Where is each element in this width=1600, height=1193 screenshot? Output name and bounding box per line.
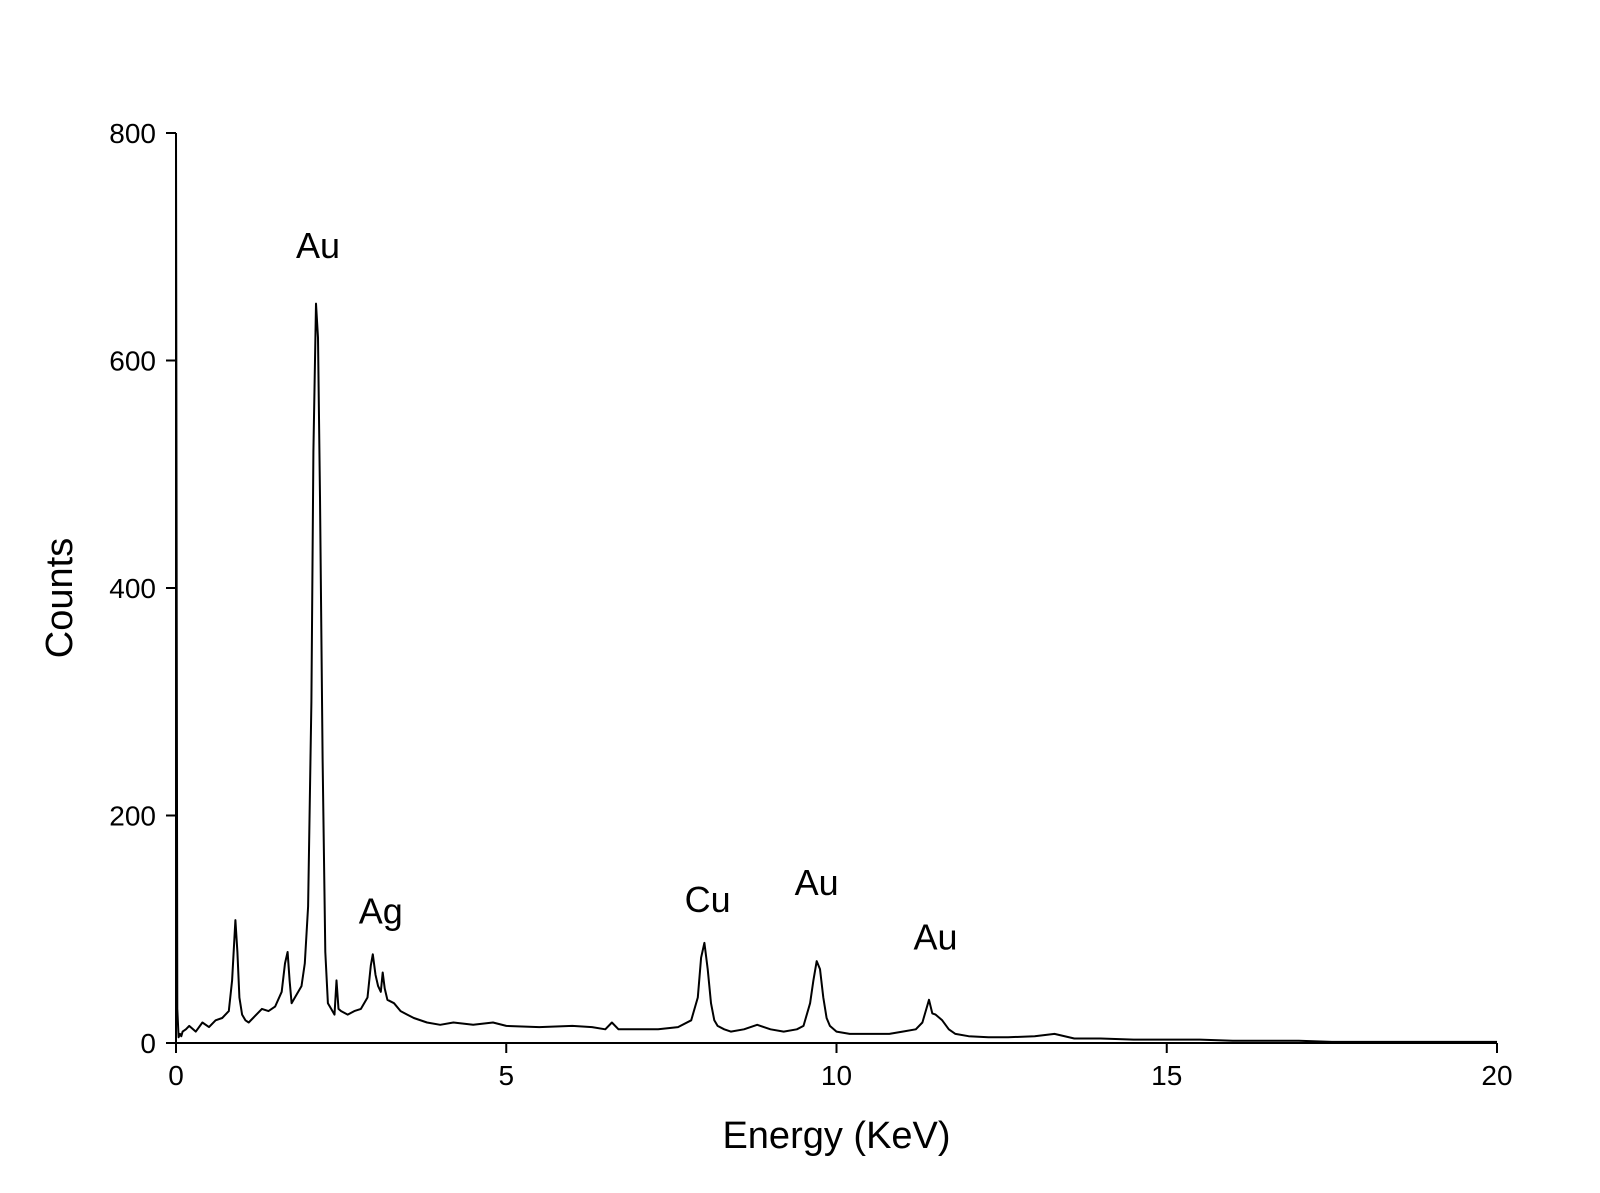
x-tick-label: 10 <box>821 1060 852 1091</box>
x-axis-title: Energy (KeV) <box>722 1115 950 1157</box>
y-tick-label: 600 <box>109 346 156 377</box>
peak-label: Au <box>914 917 958 958</box>
x-tick-label: 5 <box>498 1060 514 1091</box>
x-tick-label: 15 <box>1151 1060 1182 1091</box>
y-tick-label: 800 <box>109 118 156 149</box>
x-axis-ticks: 0 5 10 15 20 <box>168 1043 1513 1091</box>
peak-label: Au <box>795 862 839 903</box>
x-tick-label: 20 <box>1481 1060 1512 1091</box>
x-tick-label: 0 <box>168 1060 184 1091</box>
y-tick-label: 200 <box>109 801 156 832</box>
peak-label: Cu <box>685 879 731 920</box>
spectrum-line <box>175 132 1497 1043</box>
peak-label: Ag <box>359 891 403 932</box>
peak-label: Au <box>296 225 340 266</box>
peak-annotations: Au Ag Cu Au Au <box>296 225 958 958</box>
plot-area <box>175 132 1497 1043</box>
y-axis-title: Counts <box>39 538 81 658</box>
y-tick-label: 0 <box>140 1028 156 1059</box>
y-tick-label: 400 <box>109 573 156 604</box>
y-axis-ticks: 0 200 400 600 800 <box>109 118 176 1059</box>
